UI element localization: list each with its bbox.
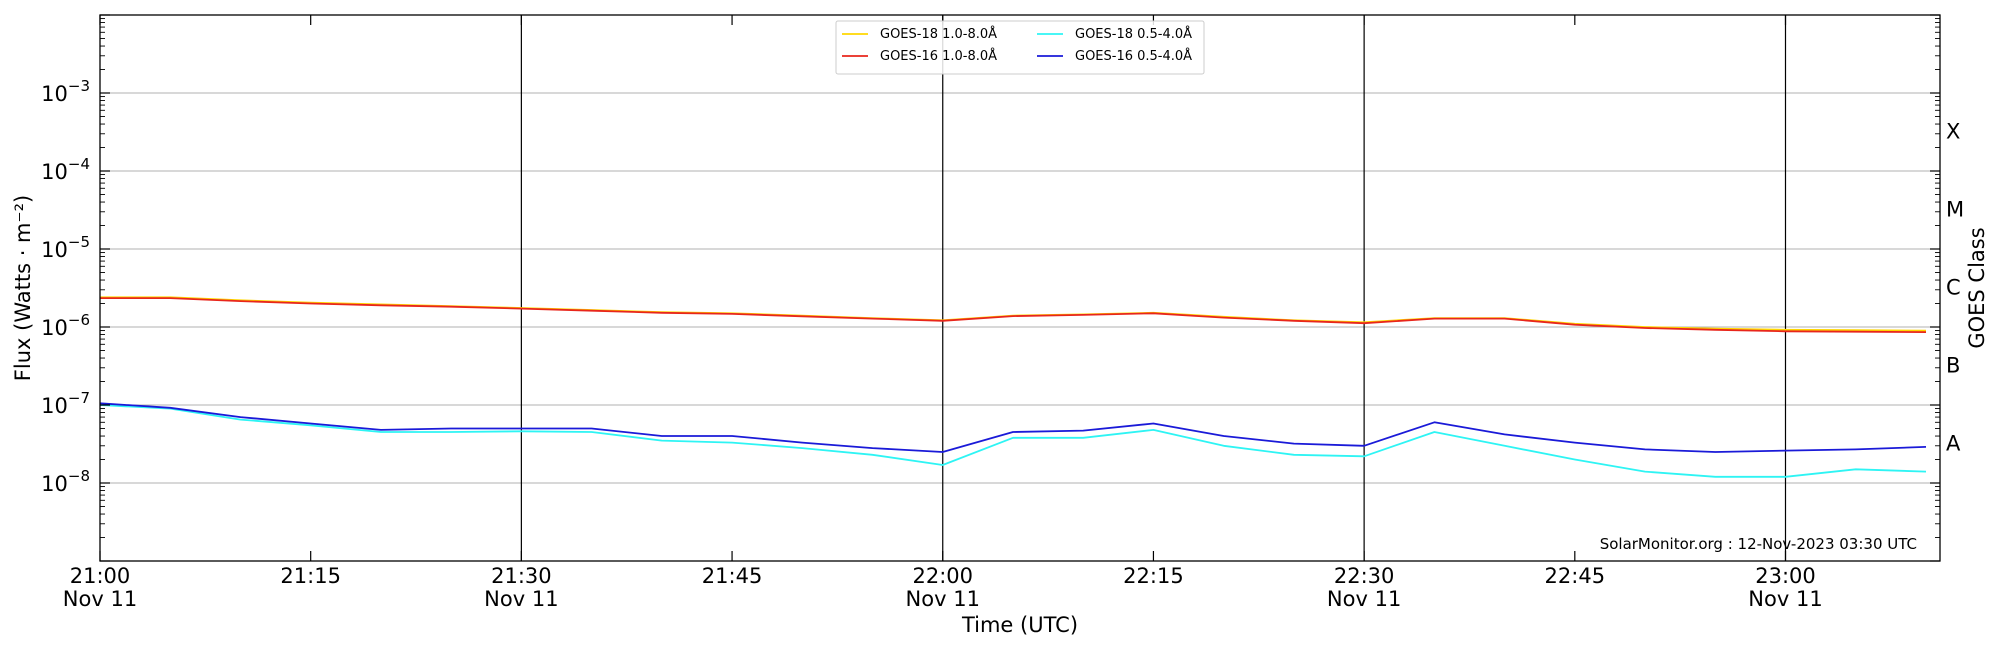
goes-class-label: A <box>1946 432 1961 456</box>
right-axis-label: GOES Class <box>1965 227 1989 348</box>
credit-annotation: SolarMonitor.org : 12-Nov-2023 03:30 UTC <box>1600 535 1917 553</box>
series-lines <box>99 296 1927 478</box>
y-tick-label: 10−5 <box>41 233 90 262</box>
legend-label: GOES-18 1.0-8.0Å <box>880 26 997 42</box>
goes-class-label: C <box>1946 276 1961 300</box>
x-tick-date-label: Nov 11 <box>63 587 137 611</box>
legend: GOES-18 1.0-8.0Å GOES-16 1.0-8.0Å GOES-18 … <box>835 20 1205 75</box>
legend-box <box>835 20 1205 75</box>
legend-label: GOES-18 0.5-4.0Å <box>1075 26 1192 42</box>
y-tick-label: 10−7 <box>41 389 90 418</box>
x-axis-label: Time (UTC) <box>961 613 1078 637</box>
x-tick-label: 23:00 <box>1755 564 1816 588</box>
goes-class-label: X <box>1946 120 1960 144</box>
y-axis-label: Flux (Watts · m⁻²) <box>11 195 35 381</box>
grid <box>100 15 1940 561</box>
x-tick-label: 21:00 <box>70 564 131 588</box>
plot-frame <box>99 14 1941 562</box>
series-line-1 <box>100 297 1927 333</box>
x-tick-date-label: Nov 11 <box>906 587 980 611</box>
x-tick-label: 22:45 <box>1545 564 1606 588</box>
y-tick-label: 10−4 <box>41 155 90 184</box>
x-tick-date-label: Nov 11 <box>1327 587 1401 611</box>
legend-label: GOES-16 1.0-8.0Å <box>880 48 997 64</box>
y-tick-label: 10−3 <box>41 77 90 106</box>
x-tick-date-label: Nov 11 <box>1748 587 1822 611</box>
x-tick-date-label: Nov 11 <box>484 587 558 611</box>
x-tick-label: 21:45 <box>702 564 763 588</box>
legend-label: GOES-16 0.5-4.0Å <box>1075 48 1192 64</box>
goes-class-label: B <box>1946 354 1960 378</box>
y-tick-label: 10−6 <box>41 311 90 340</box>
goes-class-label: M <box>1946 198 1964 222</box>
x-tick-label: 22:15 <box>1123 564 1184 588</box>
series-line-2 <box>99 404 1927 478</box>
x-tick-label: 21:15 <box>280 564 341 588</box>
x-tick-label: 22:30 <box>1334 564 1395 588</box>
x-tick-label: 21:30 <box>491 564 552 588</box>
series-line-3 <box>99 402 1927 453</box>
y-tick-label: 10−8 <box>41 467 90 496</box>
axis-ticks <box>99 14 1940 562</box>
x-tick-label: 22:00 <box>912 564 973 588</box>
